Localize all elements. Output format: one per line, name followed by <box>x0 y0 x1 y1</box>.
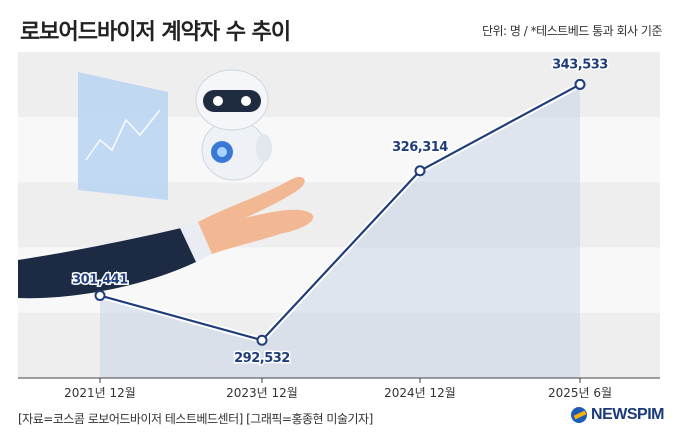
robot-hand-illustration <box>18 69 314 299</box>
data-label: 301,441 <box>72 273 128 288</box>
data-point <box>94 290 106 302</box>
x-tick-label: 2023년 12월 <box>226 386 298 400</box>
robot-visor-icon <box>203 90 261 112</box>
logo-text: NEWSPIM <box>591 406 664 423</box>
cuff-icon <box>180 222 212 262</box>
data-labels: 301,441 292,532 326,314 343,533 <box>71 56 611 368</box>
data-point <box>574 78 586 90</box>
source-note: [자료=코스콤 로보어드바이저 테스트베드센터] [그래픽=홍종현 미술기자] <box>18 412 373 426</box>
sleeve-icon <box>18 226 196 299</box>
data-point <box>414 165 426 177</box>
hologram-graph-icon <box>85 109 161 161</box>
x-axis-ticks: 2021년 12월 2023년 12월 2024년 12월 2025년 6월 <box>64 378 612 400</box>
data-points <box>94 78 586 346</box>
unit-note: 단위: 명 / *테스트베드 통과 회사 기준 <box>481 24 663 38</box>
data-point <box>256 334 268 346</box>
hologram-screen-icon <box>78 72 168 200</box>
data-label: 343,533 <box>552 57 608 72</box>
hand-icon <box>198 177 314 254</box>
newspim-logo-icon <box>571 407 588 423</box>
robot-arm-icon <box>256 134 272 162</box>
robot-left-eye-icon <box>213 96 223 106</box>
series-area <box>100 84 580 378</box>
series-line <box>99 83 581 342</box>
newspim-logo: NEWSPIM <box>571 406 664 424</box>
x-tick-label: 2024년 12월 <box>384 386 456 400</box>
robot-right-eye-icon <box>241 96 251 106</box>
data-label: 292,532 <box>234 351 290 366</box>
x-tick-label: 2025년 6월 <box>548 386 612 400</box>
data-label: 326,314 <box>392 140 448 155</box>
robot-eye-core-icon <box>217 147 227 157</box>
x-tick-label: 2021년 12월 <box>64 386 136 400</box>
chart-title: 로보어드바이저 계약자 수 추이 <box>20 20 291 45</box>
